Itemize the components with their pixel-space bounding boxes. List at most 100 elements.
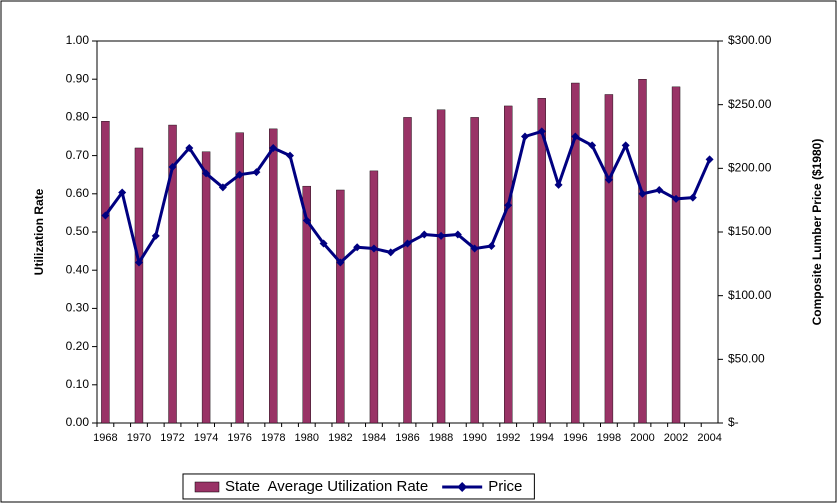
x-tick-label: 1990 [462, 432, 486, 444]
x-tick-label: 1980 [295, 432, 319, 444]
x-tick-label: 1988 [429, 432, 453, 444]
bar [403, 117, 412, 424]
bar [302, 185, 311, 424]
point-marker [420, 230, 429, 239]
point-marker [252, 168, 261, 177]
y-tick-label: 0.20 [66, 339, 90, 353]
point-marker [672, 194, 681, 203]
point-marker [453, 230, 462, 239]
point-marker [638, 189, 647, 198]
x-tick-label: 1998 [597, 432, 621, 444]
y-tick-label: 0.90 [66, 71, 90, 85]
y2-axis-title: Composite Lumber Price ($1980) [810, 139, 824, 326]
point-marker [134, 258, 143, 267]
y2-tick-label: $150.00 [728, 224, 772, 238]
y2-tick-label: $50.00 [728, 352, 765, 366]
point-marker [554, 180, 563, 189]
bar [269, 128, 278, 424]
point-marker [470, 244, 479, 253]
x-tick-label: 1970 [127, 432, 151, 444]
legend: State Average Utilization Rate Price [194, 478, 522, 495]
point-marker [151, 231, 160, 240]
point-marker [286, 151, 295, 160]
point-marker [403, 239, 412, 248]
legend-swatch [194, 481, 220, 493]
bar [604, 94, 614, 424]
x-tick-label: 1976 [227, 432, 251, 444]
point-marker [621, 141, 630, 150]
x-tick-label: 1968 [93, 432, 117, 444]
bar [235, 132, 244, 424]
point-marker [235, 170, 244, 179]
x-tick-label: 2000 [630, 432, 654, 444]
y-tick-label: 0.00 [66, 415, 90, 429]
point-marker [537, 127, 546, 136]
y2-tick-label: $250.00 [728, 97, 772, 111]
point-marker [302, 216, 311, 225]
legend-label: Price [488, 478, 522, 495]
bar [537, 98, 546, 424]
bar [436, 109, 446, 424]
point-marker [118, 188, 127, 197]
y-tick-label: 0.40 [66, 262, 90, 276]
bar [638, 78, 647, 424]
x-tick-label: 2002 [664, 432, 688, 444]
y2-tick-label: $200.00 [728, 161, 772, 175]
point-marker [571, 132, 580, 141]
point-marker [386, 248, 395, 257]
point-marker [218, 183, 227, 192]
x-tick-label: 1972 [160, 432, 184, 444]
point-marker [269, 143, 278, 152]
point-marker [353, 243, 362, 252]
y-tick-label: 0.60 [66, 186, 90, 200]
bar [571, 82, 580, 424]
legend-frame [182, 473, 535, 500]
legend-marker [457, 482, 468, 492]
x-tick-label: 1974 [194, 432, 218, 444]
x-tick-label: 1996 [563, 432, 587, 444]
x-tick-label: 1986 [395, 432, 419, 444]
x-tick-label: 2004 [697, 432, 721, 444]
bar [201, 151, 211, 424]
point-marker [655, 185, 664, 194]
point-marker [369, 244, 378, 253]
point-marker [504, 201, 513, 210]
legend-label: State Average Utilization Rate [225, 478, 428, 495]
point-marker [688, 193, 697, 202]
y2-tick-label: $100.00 [728, 288, 772, 302]
x-tick-label: 1982 [328, 432, 352, 444]
y-tick-label: 0.50 [66, 224, 90, 238]
point-marker [437, 231, 446, 240]
y-tick-label: 0.10 [66, 377, 90, 391]
point-marker [168, 163, 177, 172]
point-marker [487, 242, 496, 251]
point-marker [185, 143, 194, 152]
point-marker [604, 175, 613, 184]
bar [504, 105, 513, 424]
point-marker [588, 141, 597, 150]
y2-tick-label: $300.00 [728, 33, 772, 47]
x-tick-label: 1978 [261, 432, 285, 444]
y-axis-title: Utilization Rate [32, 188, 46, 275]
bar [134, 147, 144, 424]
point-marker [705, 155, 714, 164]
bar [671, 86, 681, 424]
point-marker [520, 132, 529, 141]
y-tick-label: 0.80 [66, 110, 90, 124]
point-marker [319, 239, 328, 248]
x-tick-label: 1992 [496, 432, 520, 444]
y-tick-label: 0.30 [66, 301, 90, 315]
bar [101, 121, 110, 424]
x-tick-label: 1984 [362, 432, 386, 444]
bar [369, 170, 379, 424]
point-marker [336, 258, 345, 267]
point-marker [202, 169, 211, 178]
point-marker [101, 211, 110, 220]
y2-tick-label: $- [728, 415, 739, 429]
bar [470, 117, 479, 424]
y-tick-label: 0.70 [66, 148, 90, 162]
x-tick-label: 1994 [530, 432, 554, 444]
bar [336, 189, 345, 424]
